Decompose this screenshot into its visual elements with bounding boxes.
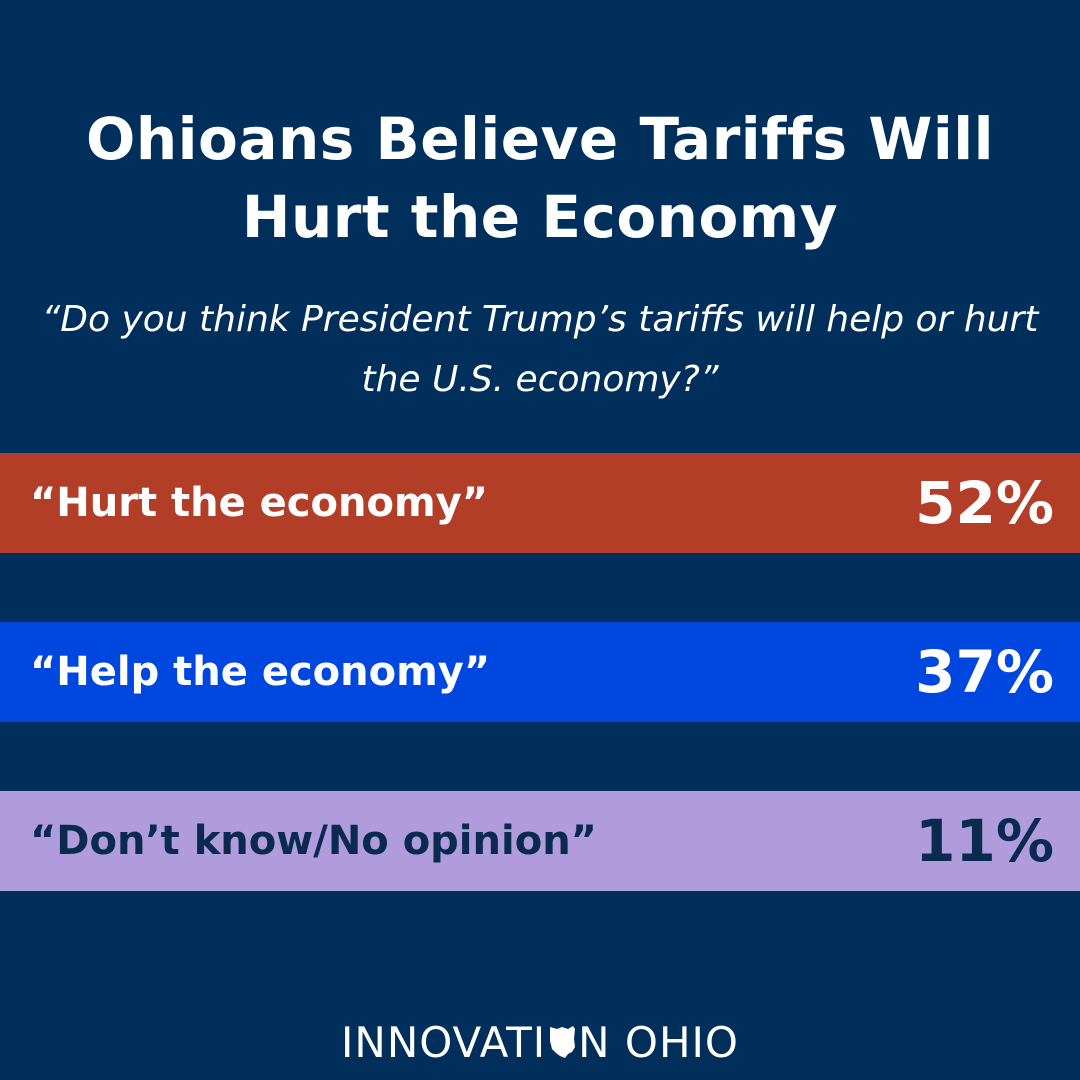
bar-value-label: 11% [915, 807, 1054, 875]
bar-3: “Don’t know/No opinion” 11% [0, 791, 1080, 891]
logo-text-left: INNOVATI [341, 1017, 547, 1067]
bar-value-label: 37% [915, 638, 1054, 706]
bar-label: “Hurt the economy” [30, 480, 488, 526]
logo-text-right: N OHIO [578, 1017, 739, 1067]
bar-value-label: 52% [915, 469, 1054, 537]
bar-2: “Help the economy” 37% [0, 622, 1080, 722]
chart-title: Ohioans Believe Tariffs Will Hurt the Ec… [86, 105, 994, 251]
bar-label: “Don’t know/No opinion” [30, 818, 597, 864]
bar-1: “Hurt the economy” 52% [0, 453, 1080, 553]
innovation-ohio-logo: INNOVATI N OHIO [0, 1012, 1080, 1072]
ohio-state-icon [550, 1026, 576, 1058]
chart-subtitle: “Do you think President Trump’s tariffs … [41, 299, 1039, 400]
bar-label: “Help the economy” [30, 649, 491, 695]
